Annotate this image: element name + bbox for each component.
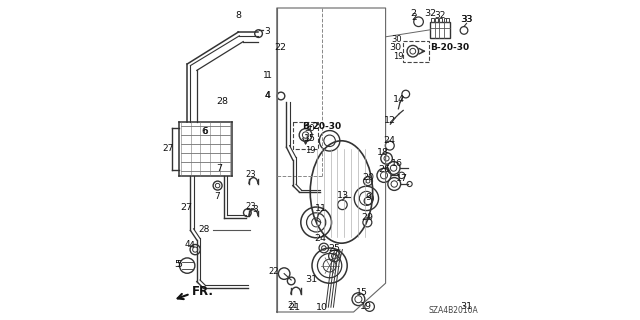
Bar bbox=[444, 18, 447, 22]
Text: 4: 4 bbox=[264, 91, 270, 100]
Bar bbox=[447, 18, 449, 22]
Bar bbox=[430, 22, 450, 38]
Text: 32: 32 bbox=[424, 9, 436, 18]
Text: 14: 14 bbox=[394, 95, 405, 104]
Text: 5: 5 bbox=[174, 260, 180, 269]
Text: 21: 21 bbox=[289, 303, 300, 312]
Text: 16: 16 bbox=[391, 159, 403, 168]
Text: 15: 15 bbox=[305, 134, 316, 143]
Text: 31: 31 bbox=[305, 276, 317, 284]
Text: 6: 6 bbox=[202, 127, 208, 136]
Text: 19: 19 bbox=[305, 146, 315, 155]
Text: 13: 13 bbox=[337, 191, 349, 200]
Text: 3: 3 bbox=[264, 27, 270, 36]
Text: 22: 22 bbox=[274, 43, 286, 52]
Text: 33: 33 bbox=[461, 15, 472, 24]
Text: 29: 29 bbox=[362, 213, 373, 222]
Text: 30: 30 bbox=[389, 43, 401, 52]
Bar bbox=[431, 18, 434, 22]
Text: 32: 32 bbox=[435, 11, 445, 20]
Text: 2: 2 bbox=[412, 13, 417, 22]
Text: SZA4B2010A: SZA4B2010A bbox=[429, 306, 479, 315]
Text: 27: 27 bbox=[180, 203, 192, 212]
Text: 24: 24 bbox=[384, 136, 396, 145]
Text: 28: 28 bbox=[216, 97, 228, 106]
Text: 15: 15 bbox=[356, 288, 367, 297]
Text: 3: 3 bbox=[253, 205, 258, 214]
Text: 8: 8 bbox=[236, 11, 241, 20]
Text: 33: 33 bbox=[460, 15, 473, 24]
Bar bbox=[292, 122, 317, 149]
Text: 22: 22 bbox=[268, 267, 278, 276]
Text: 12: 12 bbox=[384, 116, 396, 124]
Text: 18: 18 bbox=[378, 148, 389, 157]
Text: 30: 30 bbox=[305, 124, 316, 132]
Text: 24: 24 bbox=[315, 234, 326, 243]
Text: 1: 1 bbox=[263, 71, 268, 80]
Text: 30: 30 bbox=[391, 35, 401, 44]
Text: 20: 20 bbox=[362, 173, 374, 182]
Text: 10: 10 bbox=[316, 303, 328, 312]
Text: 7: 7 bbox=[214, 192, 220, 201]
Bar bbox=[435, 18, 438, 22]
Text: 23: 23 bbox=[246, 202, 257, 211]
Text: 19: 19 bbox=[360, 302, 372, 311]
Text: 4: 4 bbox=[188, 241, 195, 250]
Text: 17: 17 bbox=[396, 174, 408, 183]
Text: B-20-30: B-20-30 bbox=[430, 43, 470, 52]
Text: 28: 28 bbox=[198, 225, 210, 234]
Text: 1: 1 bbox=[266, 71, 272, 80]
Text: 23: 23 bbox=[246, 170, 257, 179]
Text: 26: 26 bbox=[378, 165, 390, 174]
Bar bbox=[403, 41, 429, 62]
Text: 19: 19 bbox=[393, 52, 403, 61]
Text: 21: 21 bbox=[287, 301, 298, 310]
Text: 5: 5 bbox=[176, 260, 182, 269]
Text: 31: 31 bbox=[461, 302, 472, 311]
Text: 6: 6 bbox=[202, 127, 207, 136]
Text: 9: 9 bbox=[365, 193, 371, 202]
Text: B-20-30: B-20-30 bbox=[302, 122, 342, 131]
Text: 11: 11 bbox=[315, 204, 326, 212]
Text: 4: 4 bbox=[185, 240, 191, 249]
Text: 25: 25 bbox=[328, 244, 340, 252]
Text: FR.: FR. bbox=[192, 285, 214, 298]
Text: 27: 27 bbox=[163, 144, 173, 153]
Bar bbox=[440, 18, 442, 22]
Text: 2: 2 bbox=[410, 9, 417, 18]
Text: 7: 7 bbox=[216, 164, 222, 172]
Text: 4: 4 bbox=[264, 91, 270, 100]
